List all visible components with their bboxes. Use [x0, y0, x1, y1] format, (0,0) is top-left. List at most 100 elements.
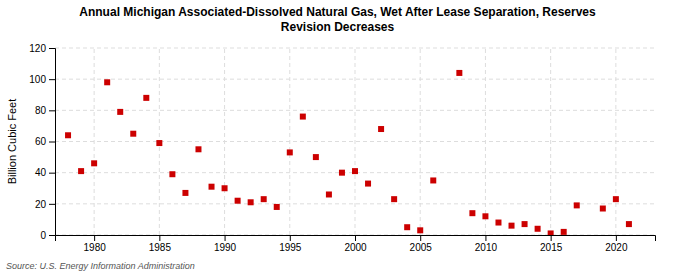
y-tick-mark	[49, 204, 55, 205]
point	[339, 170, 345, 176]
x-tick-mark	[290, 235, 291, 241]
point	[378, 126, 384, 132]
title: Annual Michigan Associated-Dissolved Nat…	[79, 5, 596, 34]
point	[626, 221, 632, 227]
y-tick: 40	[35, 167, 55, 178]
y-tick: 80	[35, 105, 55, 116]
y-tick-label: 120	[29, 43, 46, 54]
point	[456, 70, 462, 76]
x-tick: 2020	[605, 235, 628, 253]
point	[352, 168, 358, 174]
x-tick: 2000	[344, 235, 367, 253]
grid	[55, 48, 655, 235]
point	[143, 95, 149, 101]
x-tick: 2015	[540, 235, 563, 253]
point	[130, 131, 136, 137]
point	[417, 227, 423, 233]
x-tick-mark	[485, 235, 486, 241]
point	[509, 223, 515, 229]
point	[404, 224, 410, 230]
point	[91, 160, 97, 166]
x-tick-label: 2010	[475, 242, 498, 253]
points	[65, 70, 632, 235]
y-tick-mark	[49, 173, 55, 174]
x-tick-mark	[551, 235, 552, 241]
x-axis-line	[56, 236, 656, 242]
point	[65, 132, 71, 138]
point	[365, 181, 371, 187]
x-tick: 1995	[279, 235, 302, 253]
y-tick-label: 80	[35, 105, 47, 116]
y-tick-label: 100	[29, 74, 46, 85]
grid-line	[94, 48, 95, 235]
y-tick-label: 0	[40, 230, 46, 241]
point	[600, 206, 606, 212]
x-tick: 1980	[84, 235, 107, 253]
y-tick-label: 60	[35, 136, 47, 147]
point	[391, 196, 397, 202]
x-tick: 1990	[214, 235, 237, 253]
grid-line	[289, 48, 290, 235]
point	[326, 191, 332, 197]
point	[222, 185, 228, 191]
y-tick-mark	[49, 79, 55, 80]
x-tick-label: 1985	[149, 242, 172, 253]
point	[156, 140, 162, 146]
point	[613, 196, 619, 202]
point	[248, 199, 254, 205]
x-tick-label: 1980	[84, 242, 107, 253]
point	[78, 168, 84, 174]
y-tick-mark	[49, 110, 55, 111]
y-axis: 0 20 40 60 80 100 120	[29, 43, 55, 241]
point	[195, 146, 201, 152]
grid-line	[420, 48, 421, 235]
y-tick-mark	[49, 235, 55, 236]
x-tick-mark	[94, 235, 95, 241]
point	[169, 171, 175, 177]
y-tick-label: 20	[35, 199, 47, 210]
y-tick-mark	[49, 142, 55, 143]
point	[522, 221, 528, 227]
x-tick: 1985	[149, 235, 172, 253]
point	[430, 177, 436, 183]
point	[117, 109, 123, 115]
point	[182, 190, 188, 196]
x-tick-label: 2005	[410, 242, 433, 253]
y-axis-title: Billion Cubic Feet	[6, 99, 18, 185]
x-tick-label: 1995	[279, 242, 302, 253]
grid-line	[355, 48, 356, 235]
point	[482, 213, 488, 219]
point	[469, 210, 475, 216]
grid-line	[550, 48, 551, 235]
x-tick-mark	[159, 235, 160, 241]
grid-line	[55, 110, 655, 111]
y-tick: 60	[35, 136, 55, 147]
x-tick-mark	[616, 235, 617, 241]
chart: 1980 1985 1990 1995 2000 2005 2010 2015 2020 0 20 4…	[0, 0, 675, 275]
point	[209, 184, 215, 190]
point	[561, 229, 567, 235]
point	[495, 220, 501, 226]
x-tick: 2005	[410, 235, 433, 253]
y-tick: 100	[29, 74, 55, 85]
x-tick: 2010	[475, 235, 498, 253]
point	[300, 114, 306, 120]
point	[274, 204, 280, 210]
point	[104, 79, 110, 85]
point	[261, 196, 267, 202]
point	[235, 198, 241, 204]
y-tick: 20	[35, 199, 55, 210]
point	[574, 202, 580, 208]
x-tick-label: 2000	[344, 242, 367, 253]
grid-line	[224, 48, 225, 235]
y-tick: 0	[40, 230, 55, 241]
y-axis-line	[49, 49, 56, 236]
y-tick-label: 40	[35, 167, 47, 178]
point	[548, 230, 554, 235]
source: Source: U.S. Energy Information Administ…	[6, 261, 195, 271]
y-tick: 120	[29, 43, 55, 54]
x-axis: 1980 1985 1990 1995 2000 2005 2010 2015 2020	[56, 235, 656, 253]
x-tick-label: 1990	[214, 242, 237, 253]
grid-line	[615, 48, 616, 235]
x-tick-mark	[225, 235, 226, 241]
